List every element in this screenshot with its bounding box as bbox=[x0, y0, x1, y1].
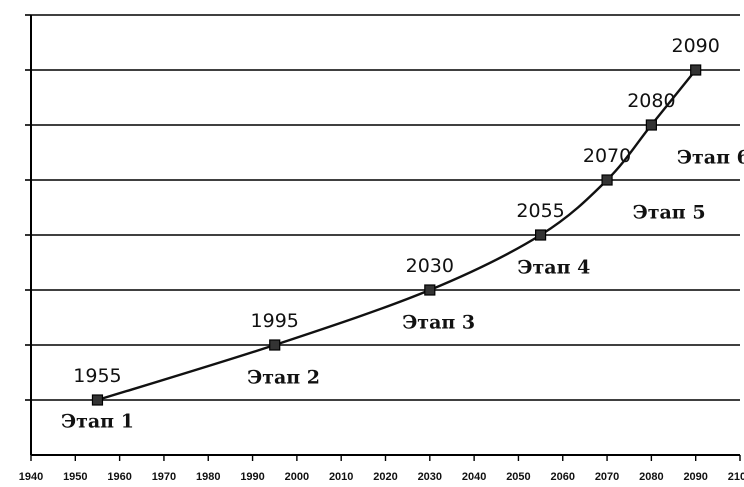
stage-label: Этап 5 bbox=[633, 202, 706, 224]
grid-layer bbox=[31, 14, 740, 401]
data-point-marker bbox=[91, 394, 104, 406]
x-tick-label: 2020 bbox=[373, 471, 397, 483]
data-point-label: 2030 bbox=[406, 255, 454, 277]
x-tick-label: 2060 bbox=[551, 471, 575, 483]
x-tick-label: 2080 bbox=[639, 471, 663, 483]
x-tick-label: 2010 bbox=[329, 471, 353, 483]
stage-label: Этап 2 bbox=[247, 367, 320, 389]
data-point-marker bbox=[269, 339, 281, 351]
x-tick-label: 2030 bbox=[418, 471, 442, 483]
x-tick-label: 1990 bbox=[240, 471, 264, 483]
stage-label: Этап 3 bbox=[402, 312, 475, 334]
data-point-marker bbox=[601, 174, 613, 186]
data-point-marker bbox=[534, 229, 547, 241]
stage-label: Этап 4 bbox=[517, 257, 590, 279]
stage-label: Этап 1 bbox=[61, 411, 134, 433]
data-point-marker bbox=[645, 119, 657, 131]
x-tick-label: 1980 bbox=[196, 471, 220, 483]
x-tick-label: 1960 bbox=[107, 471, 131, 483]
stage-label: Этап 6 bbox=[677, 147, 744, 169]
data-point-label: 1955 bbox=[73, 365, 121, 387]
data-point-marker bbox=[690, 64, 702, 76]
x-tick-label: 2070 bbox=[595, 471, 619, 483]
data-point-label: 2080 bbox=[627, 90, 675, 112]
data-point-marker bbox=[424, 284, 436, 296]
x-tick-label: 1970 bbox=[152, 471, 176, 483]
x-tick-label: 2100 bbox=[728, 471, 744, 483]
data-point-label: 2070 bbox=[583, 145, 631, 167]
data-point-label: 2055 bbox=[516, 200, 564, 222]
data-point-label: 2090 bbox=[672, 35, 720, 57]
series-layer bbox=[91, 64, 702, 406]
x-tick-label: 2000 bbox=[285, 471, 309, 483]
x-tick-label: 1950 bbox=[63, 471, 87, 483]
growth-series-line bbox=[97, 69, 697, 402]
label-layer: 1955 1995 2030 2055 2070 2080 2090 Этап 1 Этап 2… bbox=[61, 35, 744, 433]
data-point-label: 1995 bbox=[251, 310, 299, 332]
x-tick-label: 2050 bbox=[506, 471, 530, 483]
x-tick-label: 1940 bbox=[19, 471, 43, 483]
x-tick-label: 2040 bbox=[462, 471, 486, 483]
axis-layer: 1940 1950 1960 1970 1980 1990 2000 2010 2020 2030… bbox=[19, 14, 744, 483]
x-tick-label: 2090 bbox=[683, 471, 707, 483]
